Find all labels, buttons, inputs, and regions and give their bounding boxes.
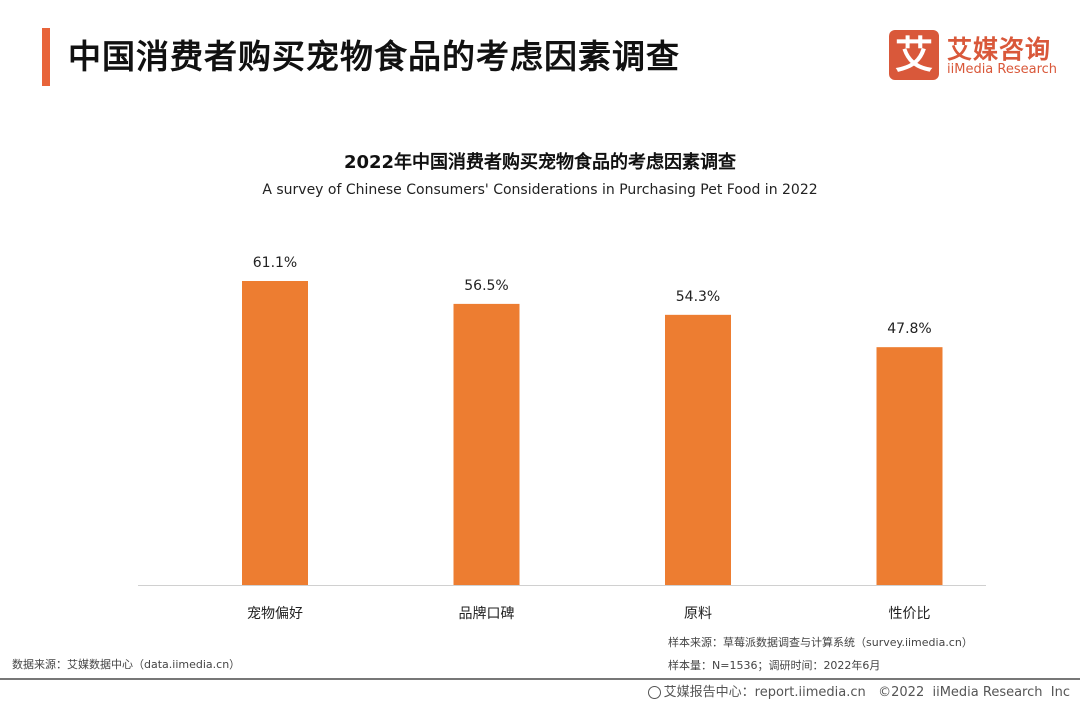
category-label: 宠物偏好 — [247, 606, 303, 622]
globe-icon — [647, 686, 661, 699]
data-label: 54.3% — [676, 289, 720, 305]
data-label: 61.1% — [253, 255, 297, 271]
footer: 艾媒报告中心：report.iimedia.cn ©2022 iiMedia R… — [647, 681, 1070, 700]
footer-divider — [0, 678, 1080, 680]
title-accent-bar — [42, 28, 50, 86]
bar — [876, 347, 943, 585]
data-label: 56.5% — [464, 278, 508, 294]
iimedia-logo: 艾 艾媒咨询 iiMedia Research — [889, 30, 1069, 82]
bar — [242, 281, 308, 585]
logo-name-cn: 艾媒咨询 — [947, 35, 1052, 64]
sample-source: 样本来源：草莓派数据调查与计算系统（survey.iimedia.cn） — [668, 636, 973, 649]
logo-name-en: iiMedia Research — [947, 62, 1058, 77]
data-label: 47.8% — [887, 321, 931, 337]
sample-info: 样本量：N=1536；调研时间：2022年6月 — [668, 659, 881, 672]
bar — [453, 303, 520, 585]
category-label: 原料 — [684, 606, 712, 622]
chart-subtitle: A survey of Chinese Consumers' Considera… — [262, 182, 818, 198]
chart-title: 2022年中国消费者购买宠物食品的考虑因素调查 — [343, 152, 737, 173]
data-source: 数据来源：艾媒数据中心（data.iimedia.cn） — [12, 658, 241, 671]
logo-mark: 艾 — [889, 30, 939, 80]
footer-text: 艾媒报告中心：report.iimedia.cn ©2022 iiMedia R… — [663, 685, 1070, 700]
bar — [665, 314, 731, 585]
category-label: 性价比 — [889, 606, 931, 622]
category-label: 品牌口碑 — [459, 605, 515, 622]
page-title: 中国消费者购买宠物食品的考虑因素调查 — [68, 37, 680, 76]
